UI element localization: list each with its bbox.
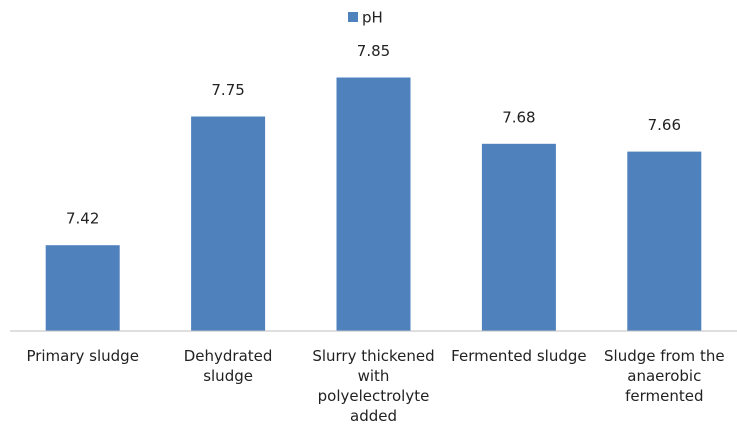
x-tick-label: Primary sludge [26,347,139,365]
data-label: 7.68 [502,108,535,126]
legend-label: pH [362,9,383,27]
bar [191,116,266,331]
x-tick-label: Slurry thickened with polyelectrolyte ad… [312,347,435,425]
x-tick-label: Dehydrated sludge [183,347,273,385]
data-label: 7.66 [648,116,681,134]
x-tick-label: Sludge from the anaerobic fermented [604,347,725,405]
bar [481,143,556,331]
legend-swatch [348,12,358,22]
bar [45,245,120,331]
bar [627,151,702,331]
data-label: 7.42 [66,210,99,228]
bar [336,77,411,331]
data-label: 7.75 [211,81,244,99]
data-label: 7.85 [357,42,390,60]
x-tick-label: Fermented sludge [451,347,587,365]
